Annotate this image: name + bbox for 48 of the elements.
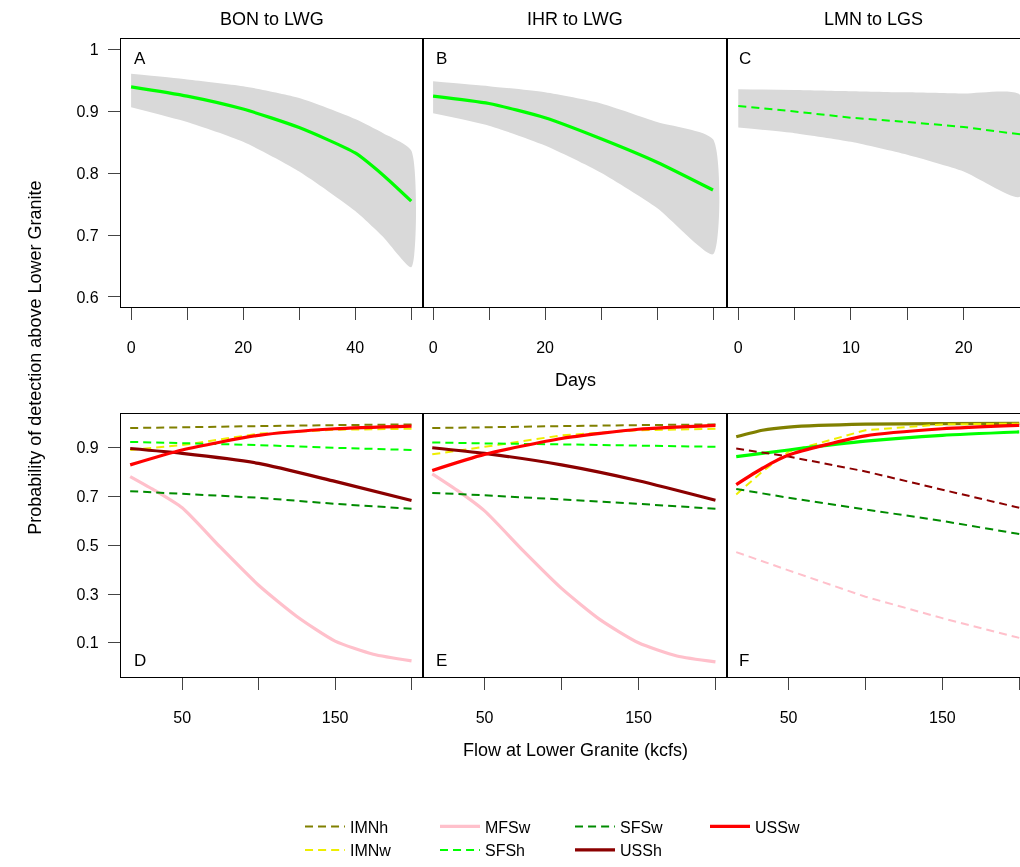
annotation: F — [739, 651, 750, 670]
y-tick-label: 0.8 — [76, 164, 99, 182]
y-tick-label: 1 — [89, 41, 99, 59]
annotation: B — [436, 49, 448, 68]
chart-title: BON to LWG — [220, 9, 324, 29]
x-tick-label: 50 — [475, 709, 494, 727]
legend-label: IMNw — [350, 842, 392, 860]
line-series — [129, 440, 413, 451]
line-series — [129, 490, 413, 510]
x-tick-label: 20 — [536, 339, 555, 357]
legend-label: USSw — [755, 818, 800, 836]
line-series — [128, 424, 414, 467]
y-tick-label: 0.5 — [76, 536, 99, 554]
chart-title: IHR to LWG — [527, 9, 623, 29]
x-tick-label: 150 — [928, 709, 956, 727]
x-tick-label: 20 — [234, 339, 253, 357]
y-tick-label: 0.9 — [76, 439, 99, 457]
x-tick-label: 10 — [842, 339, 860, 357]
line-series — [128, 446, 414, 503]
y-tick-label: 0.1 — [76, 634, 99, 652]
x-tick-label: 150 — [625, 709, 652, 727]
annotation: D — [134, 651, 147, 670]
legend-label: MFSw — [485, 818, 531, 836]
legend-label: USSh — [620, 842, 662, 860]
annotation: A — [134, 49, 146, 68]
x-tick-label: 0 — [126, 339, 136, 357]
x-tick-label: 150 — [321, 709, 349, 727]
chart-title: LMN to LGS — [824, 9, 924, 29]
annotation: E — [436, 651, 448, 670]
x-tick-label: 50 — [173, 709, 192, 727]
x-tick-label: 0 — [733, 339, 743, 357]
y-tick-label: 0.7 — [76, 488, 99, 506]
legend-label: SFSh — [485, 842, 526, 860]
x-tick-label: 20 — [954, 339, 973, 357]
y-tick-label: 0.6 — [76, 288, 99, 306]
y-tick-label: 0.3 — [76, 585, 99, 603]
x-tick-label: 40 — [346, 339, 365, 357]
y-axis-title: Probability of detection above Lower Granite — [25, 180, 46, 535]
x-axis-title: Flow at Lower Granite (kcfs) — [463, 740, 689, 760]
legend-label: IMNh — [350, 818, 389, 836]
line-series — [129, 85, 413, 203]
y-tick-label: 0.7 — [76, 226, 99, 244]
x-axis-title: Days — [555, 370, 597, 390]
legend-label: SFSw — [620, 818, 664, 836]
x-tick-label: 0 — [428, 339, 438, 357]
y-tick-label: 0.9 — [76, 103, 99, 121]
annotation: C — [739, 49, 752, 68]
x-tick-label: 50 — [779, 709, 798, 727]
